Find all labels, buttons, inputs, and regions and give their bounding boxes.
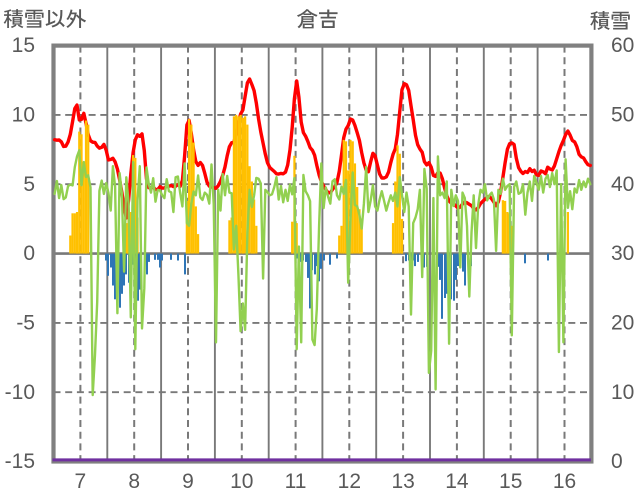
svg-text:12: 12 (338, 470, 361, 493)
svg-text:10: 10 (230, 470, 253, 493)
svg-text:7: 7 (75, 470, 87, 493)
svg-text:13: 13 (391, 470, 414, 493)
svg-text:-15: -15 (5, 450, 35, 473)
svg-text:16: 16 (553, 470, 576, 493)
svg-text:14: 14 (445, 470, 469, 493)
svg-text:40: 40 (611, 173, 634, 196)
svg-text:11: 11 (285, 470, 307, 493)
svg-text:15: 15 (499, 470, 522, 493)
svg-text:20: 20 (611, 311, 634, 334)
svg-text:10: 10 (611, 381, 634, 404)
svg-text:0: 0 (611, 450, 623, 473)
svg-text:8: 8 (128, 470, 140, 493)
svg-text:10: 10 (12, 104, 35, 127)
svg-text:50: 50 (611, 104, 634, 127)
svg-text:15: 15 (12, 34, 35, 57)
svg-text:-5: -5 (16, 311, 35, 334)
svg-text:30: 30 (611, 242, 634, 265)
svg-text:60: 60 (611, 34, 634, 57)
svg-text:-10: -10 (5, 381, 35, 404)
svg-text:5: 5 (23, 173, 35, 196)
svg-text:9: 9 (182, 470, 194, 493)
svg-text:0: 0 (23, 242, 35, 265)
